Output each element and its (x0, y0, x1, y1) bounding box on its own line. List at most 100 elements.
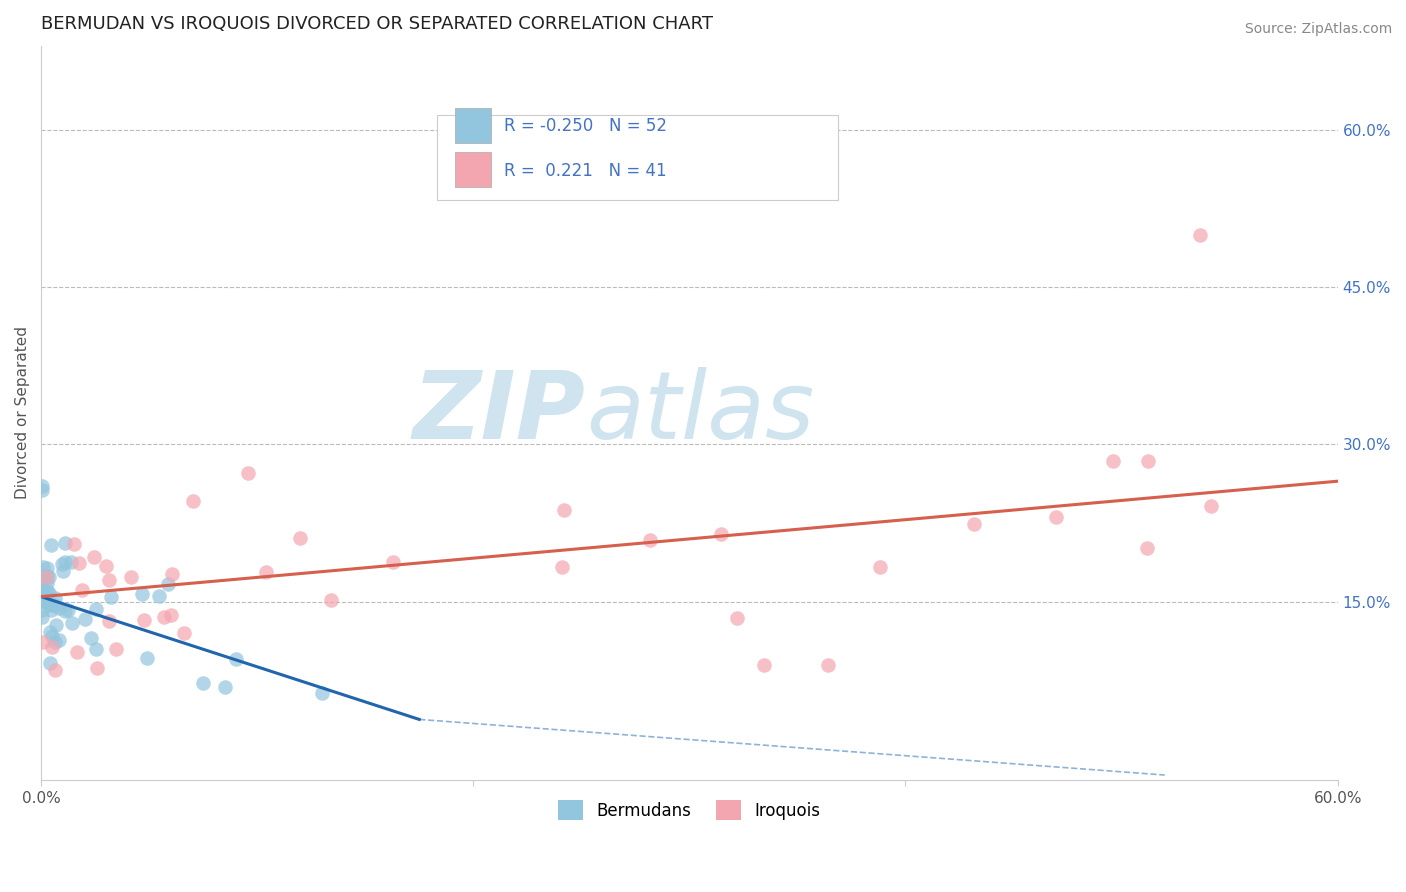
Point (38, 570, 60, 584)
Point (152, 610, 174, 624)
Point (44, 598, 66, 612)
Point (38, 625, 60, 640)
Point (37, 575, 59, 590)
Point (38, 586, 60, 600)
Point (710, 527, 733, 541)
Text: R = -0.250   N = 52: R = -0.250 N = 52 (503, 118, 666, 136)
Text: Source: ZipAtlas.com: Source: ZipAtlas.com (1244, 22, 1392, 37)
Point (62, 615, 84, 630)
Point (80, 632, 103, 646)
Point (44, 591, 66, 606)
Point (181, 494, 204, 508)
Point (45, 618, 67, 632)
Point (319, 593, 342, 607)
Point (382, 555, 405, 569)
Point (52, 564, 75, 578)
Point (32, 594, 55, 608)
Point (1102, 454, 1125, 468)
Point (311, 686, 333, 700)
Point (35, 591, 58, 605)
Point (63, 537, 86, 551)
Point (236, 466, 259, 480)
Point (34, 587, 56, 601)
Point (159, 608, 181, 623)
Point (83, 549, 105, 564)
Point (817, 657, 839, 672)
Point (41, 640, 63, 654)
Point (35, 569, 58, 583)
Point (35, 570, 58, 584)
Point (44, 635, 66, 649)
Point (148, 589, 170, 603)
Point (31, 483, 53, 498)
Point (136, 651, 159, 665)
Point (120, 569, 142, 583)
Point (34, 594, 56, 608)
Point (31, 572, 53, 586)
Point (35, 584, 58, 599)
Point (214, 680, 236, 694)
Point (48, 633, 70, 648)
Point (132, 613, 155, 627)
Point (53, 536, 76, 550)
Point (56, 603, 79, 617)
Point (48, 600, 70, 615)
Point (98, 614, 121, 628)
Point (1199, 500, 1222, 514)
Point (39, 598, 62, 612)
Point (53, 604, 76, 618)
Point (100, 590, 122, 604)
Point (131, 587, 153, 601)
Text: atlas: atlas (586, 368, 814, 458)
Point (551, 559, 574, 574)
Point (1136, 541, 1159, 555)
Point (553, 503, 575, 517)
Point (97, 573, 120, 587)
FancyBboxPatch shape (436, 115, 838, 200)
Point (173, 625, 195, 640)
Point (105, 642, 128, 657)
Text: BERMUDAN VS IROQUOIS DIVORCED OR SEPARATED CORRELATION CHART: BERMUDAN VS IROQUOIS DIVORCED OR SEPARAT… (41, 15, 713, 33)
Point (31, 479, 53, 493)
Text: R =  0.221   N = 41: R = 0.221 N = 41 (503, 161, 666, 179)
Point (44, 663, 66, 677)
Point (73, 612, 96, 626)
Point (32, 570, 55, 584)
Point (963, 516, 986, 531)
Point (39, 603, 62, 617)
Point (638, 533, 661, 547)
Point (160, 566, 183, 581)
Point (94, 558, 117, 573)
Point (288, 531, 311, 545)
Point (86, 661, 108, 675)
Point (752, 657, 775, 672)
Point (725, 611, 748, 625)
Point (32, 635, 55, 649)
Y-axis label: Divorced or Separated: Divorced or Separated (15, 326, 30, 500)
Legend: Bermudans, Iroquois: Bermudans, Iroquois (551, 793, 827, 827)
FancyBboxPatch shape (454, 153, 491, 187)
Point (1189, 227, 1212, 242)
Point (225, 652, 247, 666)
Point (1045, 510, 1067, 524)
Point (1137, 453, 1160, 467)
Point (254, 565, 277, 579)
Point (86, 602, 108, 616)
Point (53, 555, 76, 569)
Point (31, 603, 53, 617)
Text: ZIP: ZIP (413, 367, 586, 459)
Point (157, 577, 180, 591)
Point (39, 538, 62, 552)
FancyBboxPatch shape (454, 108, 491, 144)
Point (31, 610, 53, 624)
Point (39, 656, 62, 670)
Point (869, 560, 891, 574)
Point (193, 676, 215, 690)
Point (51, 557, 73, 571)
Point (60, 556, 83, 570)
Point (67, 556, 90, 570)
Point (41, 630, 63, 644)
Point (70, 582, 93, 597)
Point (35, 561, 58, 575)
Point (66, 645, 89, 659)
